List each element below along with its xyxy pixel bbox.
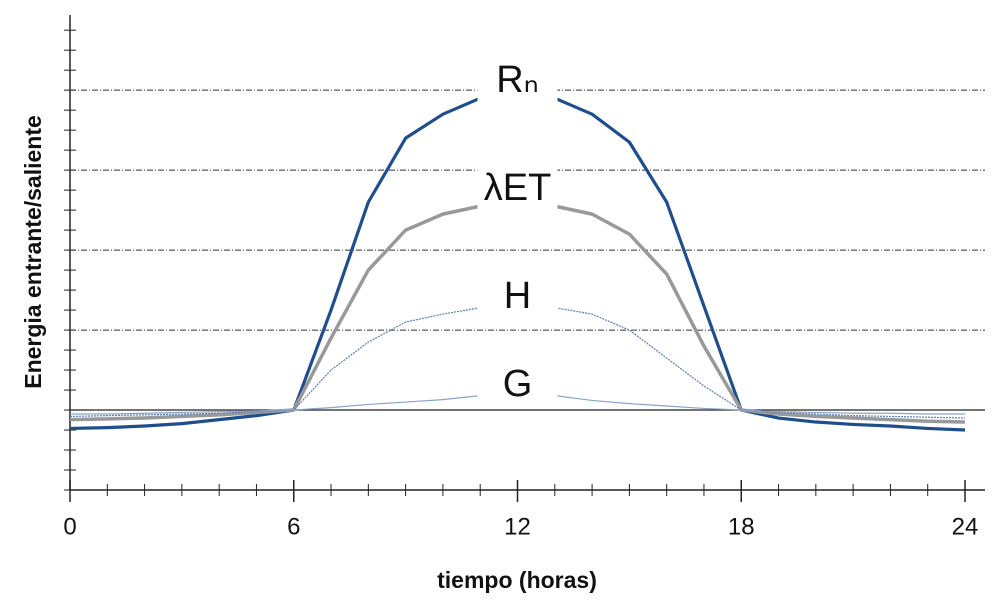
label-background bbox=[477, 166, 558, 211]
label-background bbox=[477, 362, 558, 407]
label-background bbox=[477, 58, 558, 103]
series-label: H bbox=[504, 275, 531, 317]
x-tick-label: 24 bbox=[952, 513, 979, 540]
series-label: Rₙ bbox=[496, 59, 539, 101]
x-tick-label: 0 bbox=[63, 513, 76, 540]
label-background bbox=[477, 274, 558, 319]
x-tick-label: 12 bbox=[504, 513, 531, 540]
x-tick-label: 18 bbox=[728, 513, 755, 540]
series-label: G bbox=[503, 363, 533, 405]
y-axis-label: Energia entrante/saliente bbox=[20, 115, 46, 389]
series-label: λET bbox=[484, 167, 552, 209]
x-tick-label: 6 bbox=[287, 513, 300, 540]
x-axis-label: tiempo (horas) bbox=[437, 567, 597, 593]
